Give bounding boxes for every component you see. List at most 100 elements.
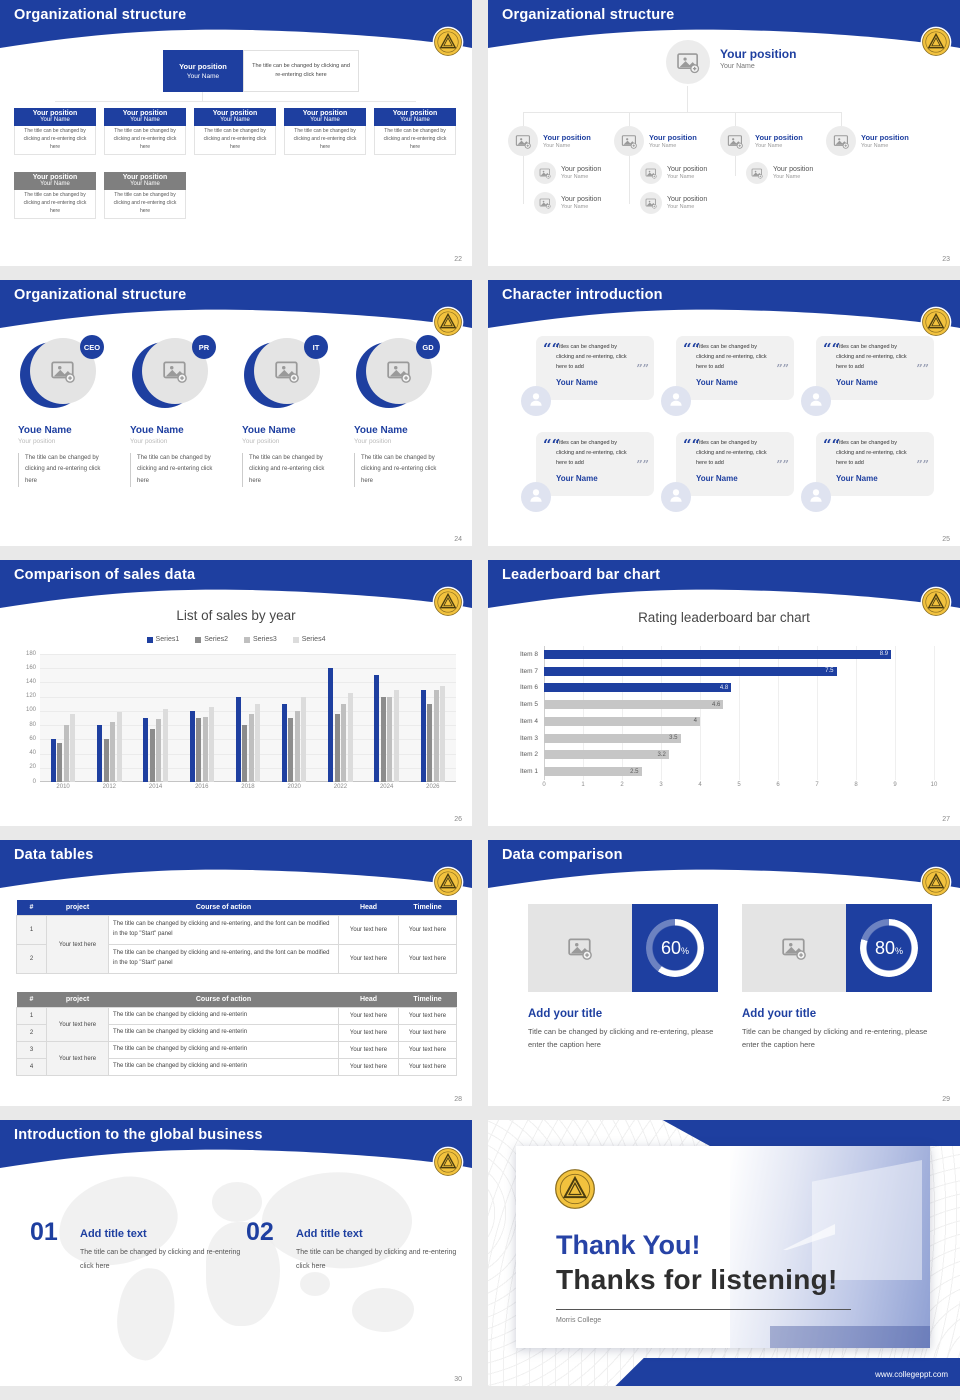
table-cell: Your text here: [338, 1007, 399, 1025]
bar-series3: [294, 710, 300, 782]
image-placeholder-icon: [50, 358, 76, 384]
member-photo-frame: GD: [356, 335, 440, 412]
member-caption: The title can be changed by clicking and…: [354, 453, 450, 488]
page-number: 26: [454, 816, 462, 823]
column-header: Head: [338, 992, 399, 1008]
bar-row: Item 2 3.2: [508, 749, 934, 761]
org-box-position: Your position: [122, 174, 168, 181]
org-box-name: Your Name: [400, 117, 430, 123]
gridline: [661, 646, 662, 780]
person-icon: [667, 390, 685, 413]
person-photo-circle: [640, 192, 662, 214]
slide-30-introduction-global-business[interactable]: Introduction to the global business 01 A…: [0, 1120, 472, 1386]
person-position: Your position: [649, 133, 697, 142]
website-link[interactable]: www.collegeppt.com: [875, 1370, 948, 1379]
legend-label: Series4: [301, 636, 326, 643]
gridline: [40, 753, 456, 755]
table-cell: Your text here: [338, 1041, 399, 1059]
table-cell: 2: [16, 944, 47, 974]
slide-27-leaderboard-bar-chart[interactable]: Leaderboard bar chart Rating leaderboard…: [488, 560, 960, 826]
slide-header: Data comparison: [488, 840, 960, 898]
table-cell: Your text here: [46, 1041, 109, 1076]
x-axis: 0 1 2 3 4 5 6 7 8 9 10: [542, 782, 937, 794]
person-icon: [527, 390, 545, 413]
gridline: [40, 668, 456, 670]
org-person: Your position Your Name: [508, 126, 591, 156]
x-axis-tick: 0: [542, 782, 546, 788]
image-placeholder-icon: [727, 133, 744, 150]
bar-series4: [301, 696, 307, 782]
table-cell: The title can be changed by clicking and…: [108, 944, 339, 974]
member-position: Your position: [130, 438, 168, 445]
root-position: Your position: [720, 47, 797, 61]
column-header: Course of action: [108, 992, 339, 1008]
bar-series4: [255, 703, 261, 782]
x-axis-tick: 2020: [287, 784, 301, 790]
bar-track: 7.5: [544, 666, 934, 676]
slide-23-organizational-structure[interactable]: Organizational structure Your position Y…: [488, 0, 960, 266]
thank-you-title: Thank You!: [556, 1230, 701, 1260]
close-quote-icon: ””: [636, 458, 649, 471]
person-icon: [527, 486, 545, 509]
column-header: Timeline: [398, 900, 457, 916]
bar-series3: [202, 716, 208, 782]
org-box-name: Your Name: [40, 181, 70, 187]
person-position: Your position: [561, 166, 602, 173]
table-cell: 1: [16, 915, 47, 945]
table-cell: Your text here: [338, 915, 399, 945]
college-logo-icon: [920, 306, 952, 338]
slide-title: Leaderboard bar chart: [502, 567, 661, 583]
table-cell: The title can be changed by clicking and…: [108, 1058, 339, 1076]
slide-29-data-comparison[interactable]: Data comparison 60% 80% Add your title T…: [488, 840, 960, 1106]
y-axis-tick: 180: [25, 650, 36, 657]
slide-26-comparison-of-sales-data[interactable]: Comparison of sales data List of sales b…: [0, 560, 472, 826]
image-placeholder-icon: [539, 197, 551, 209]
slide-24-organizational-structure[interactable]: Organizational structure CEO Youe Name Y…: [0, 280, 472, 546]
member-photo-frame: IT: [244, 335, 328, 412]
quote-author: Your Name: [696, 473, 738, 483]
item-caption: The title can be changed by clicking and…: [80, 1249, 241, 1270]
open-quote-icon: ““: [823, 340, 841, 358]
legend-swatch: [244, 636, 250, 643]
person-name: Your Name: [755, 143, 783, 149]
gridline: [934, 646, 935, 780]
connector-line: [629, 142, 630, 204]
column-header: #: [16, 992, 47, 1008]
quote-card: ““ Titles can be changed by clicking and…: [521, 336, 654, 416]
slide-25-character-introduction[interactable]: Character introduction ““ Titles can be …: [488, 280, 960, 546]
slide-31-thank-you[interactable]: Thank You! Thanks for listening! Morris …: [488, 1120, 960, 1386]
legend-swatch: [195, 636, 202, 643]
data-table-gray: # project Course of action Head Timeline…: [16, 992, 457, 1076]
bar-series2: [288, 718, 294, 782]
connector-line: [735, 112, 736, 126]
page-number: 25: [942, 536, 950, 543]
org-chart-box: Your position Your Name The title can be…: [104, 172, 186, 219]
bar-series2: [242, 725, 248, 782]
slide-header: Organizational structure: [0, 280, 472, 338]
slide-28-data-tables[interactable]: Data tables # project Course of action H…: [0, 840, 472, 1106]
bar-group: [364, 654, 410, 782]
table-row: 1 Your text here The title can be change…: [16, 915, 457, 974]
table-cell: Your text here: [398, 1041, 457, 1059]
bar-group: [179, 654, 225, 782]
x-axis-tick: 10: [930, 782, 938, 788]
team-member: IT Youe Name Your position The title can…: [242, 335, 338, 488]
x-axis-tick: 2012: [102, 784, 116, 790]
slide-22-organizational-structure[interactable]: Organizational structure Your position Y…: [0, 0, 472, 266]
org-box-header: Your position Your Name: [284, 108, 366, 126]
org-person: Your position Your Name: [826, 126, 909, 156]
org-box-caption: The title can be changed by clicking and…: [104, 190, 186, 219]
quote-author: Your Name: [696, 377, 738, 387]
member-caption: The title can be changed by clicking and…: [130, 453, 226, 488]
table-cell: Your text here: [46, 915, 109, 974]
donut-panel: 60%: [632, 904, 718, 992]
building-photo: [730, 1146, 930, 1348]
org-box-caption: The title can be changed by clicking and…: [284, 126, 366, 155]
team-member: GD Youe Name Your position The title can…: [354, 335, 450, 488]
slide-title: Data comparison: [502, 847, 623, 863]
category-label: Item 8: [519, 650, 538, 658]
gridline: [544, 646, 545, 780]
bar-row: Item 1 2.5: [508, 766, 934, 778]
org-chart-box: Your position Your Name The title can be…: [194, 108, 276, 155]
column-header: project: [46, 900, 109, 916]
